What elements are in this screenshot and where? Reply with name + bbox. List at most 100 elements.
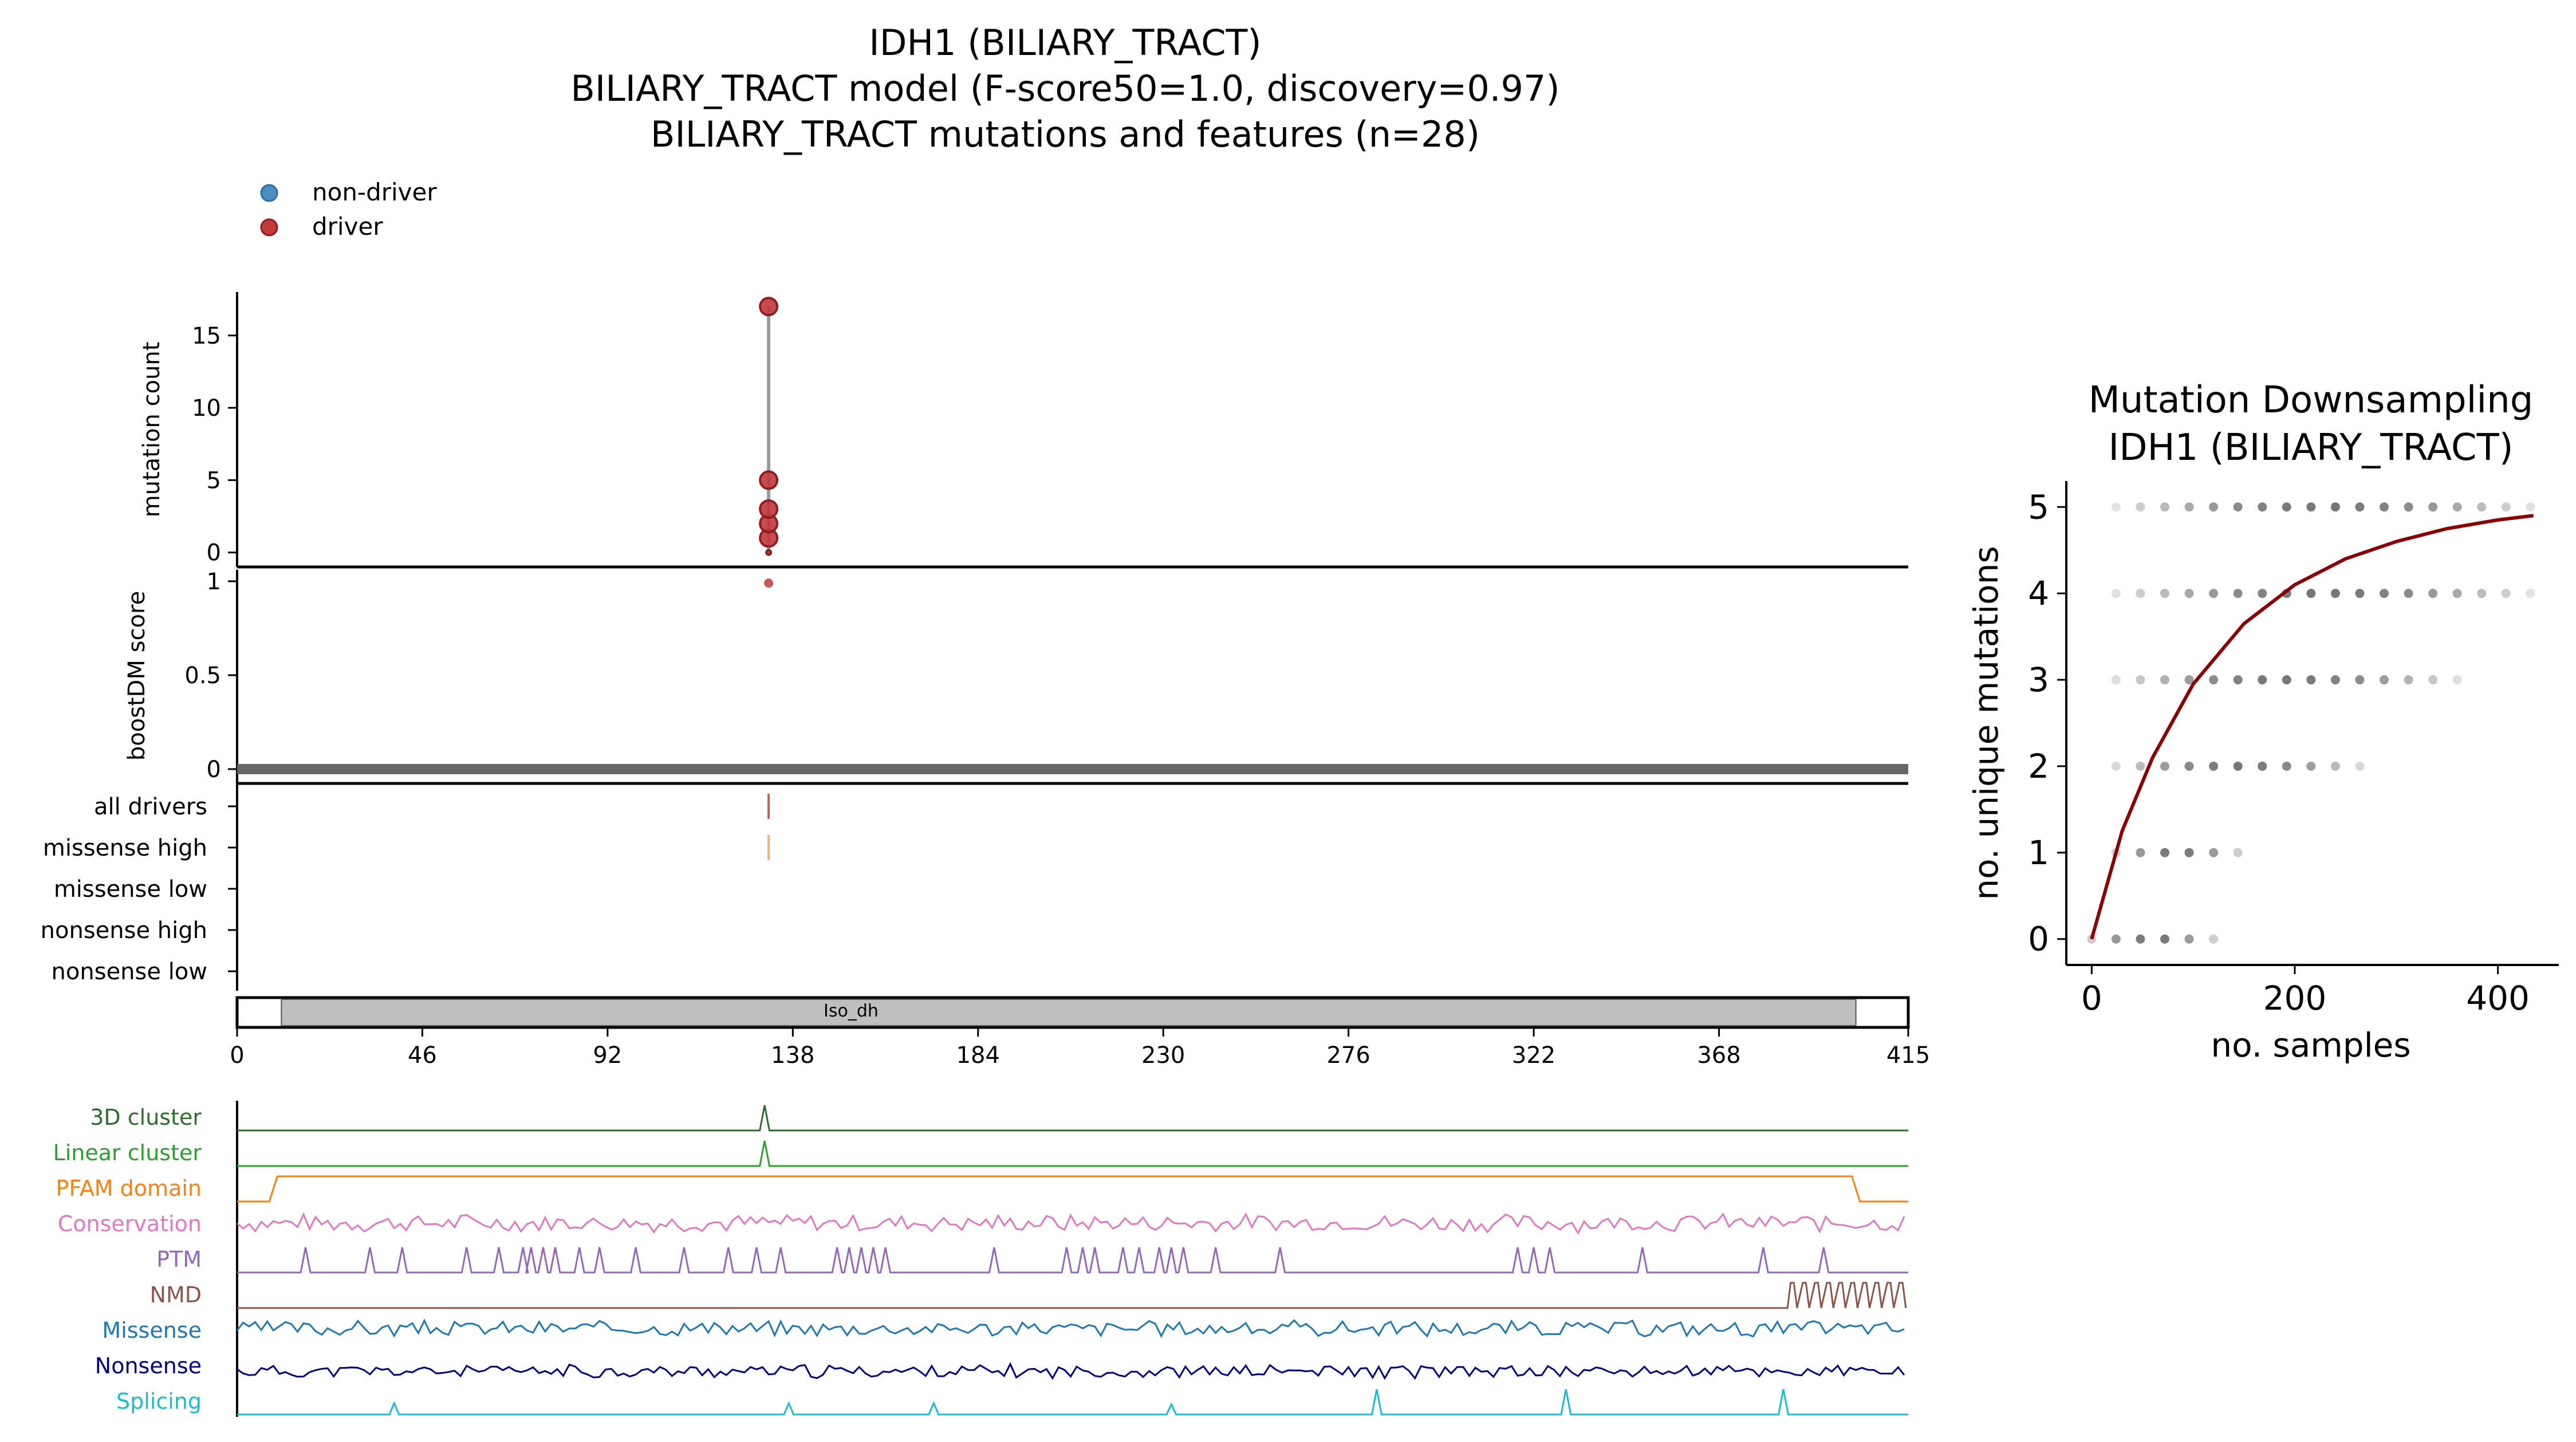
- main-title: IDH1 (BILIARY_TRACT) BILIARY_TRACT model…: [570, 22, 1559, 155]
- downsampling-point: [2111, 502, 2121, 512]
- domain-x-tick-label: 0: [230, 1042, 244, 1069]
- downsampling-point: [2306, 675, 2316, 685]
- downsampling-point: [2136, 848, 2145, 857]
- feature-track-line: [237, 1247, 1908, 1274]
- track-row-label: missense high: [43, 835, 207, 861]
- downsampling-point: [2184, 675, 2194, 685]
- feature-track-line: [237, 1362, 1905, 1380]
- driver-point: [759, 499, 779, 519]
- downsampling-point: [2209, 502, 2219, 512]
- consequence-tracks-panel: all drivers missense high missense low nons…: [41, 783, 770, 991]
- downsampling-point: [2209, 675, 2219, 685]
- domain-x-tick-label: 230: [1141, 1042, 1185, 1069]
- feature-track-label: 3D cluster: [90, 1105, 202, 1130]
- downsampling-point: [2428, 589, 2438, 598]
- downsampling-point: [2501, 502, 2511, 512]
- downsampling-point: [2136, 589, 2145, 598]
- downsampling-point: [2136, 761, 2145, 771]
- count-y-label: mutation count: [139, 342, 165, 518]
- title-line-2: BILIARY_TRACT model (F-score50=1.0, disc…: [570, 68, 1559, 109]
- score-y-label: boostDM score: [124, 591, 150, 761]
- downsampling-point: [2136, 675, 2145, 685]
- downsampling-point: [2184, 934, 2194, 944]
- legend: non-driver driver: [260, 178, 437, 241]
- downsampling-point: [2355, 589, 2365, 598]
- downsampling-point: [2233, 502, 2243, 512]
- downsampling-title-line-1: Mutation Downsampling: [2089, 379, 2534, 421]
- downsampling-point: [2452, 589, 2462, 598]
- driver-point: [765, 549, 773, 556]
- downsampling-y-tick-label: 2: [2028, 747, 2049, 786]
- feature-track-label: PFAM domain: [56, 1176, 202, 1201]
- feature-track-label: PTM: [156, 1247, 202, 1272]
- downsampling-point: [2526, 502, 2535, 512]
- downsampling-point: [2111, 934, 2121, 944]
- domain-iso-dh: [281, 999, 1857, 1026]
- downsampling-y-tick-label: 0: [2028, 920, 2049, 959]
- domain-x-tick-label: 92: [593, 1042, 622, 1069]
- protein-domain-panel: Iso_dh 0 46 92 138 184 230 276 322 368 415: [230, 996, 1930, 1069]
- feature-track-line: [237, 1212, 1905, 1235]
- downsampling-point: [2282, 502, 2291, 512]
- legend-non-driver-marker: [260, 184, 278, 202]
- legend-non-driver-label: non-driver: [312, 178, 437, 206]
- feature-track-line: [237, 1105, 1908, 1132]
- score-y-tick-label: 0.5: [184, 663, 221, 689]
- track-row-label: nonsense high: [41, 917, 207, 944]
- downsampling-point: [2355, 502, 2365, 512]
- downsampling-point: [2477, 502, 2487, 512]
- downsampling-x-tick-label: 400: [2466, 979, 2530, 1018]
- downsampling-point: [2209, 934, 2219, 944]
- count-y-tick-label: 10: [192, 395, 221, 421]
- feature-track-label: Splicing: [116, 1389, 202, 1414]
- feature-track-label: Missense: [102, 1318, 202, 1343]
- downsampling-point: [2160, 675, 2169, 685]
- downsampling-point: [2306, 589, 2316, 598]
- feature-track-label: Nonsense: [95, 1353, 202, 1378]
- feature-track-label: Linear cluster: [53, 1140, 202, 1165]
- domain-x-tick-label: 46: [408, 1042, 437, 1069]
- downsampling-point: [2258, 502, 2267, 512]
- downsampling-point: [2428, 502, 2438, 512]
- downsampling-point: [2136, 934, 2145, 944]
- downsampling-point: [2330, 761, 2340, 771]
- feature-tracks-panel: 3D cluster Linear cluster PFAM domain Conse…: [53, 1101, 1908, 1417]
- feature-track-line: [237, 1282, 1907, 1309]
- downsampling-y-tick-label: 1: [2028, 833, 2049, 872]
- downsampling-point: [2160, 848, 2169, 857]
- downsampling-point: [2428, 675, 2438, 685]
- downsampling-point: [2330, 589, 2340, 598]
- title-line-3: BILIARY_TRACT mutations and features (n=…: [651, 113, 1480, 155]
- track-row-label: missense low: [54, 876, 207, 903]
- downsampling-point: [2160, 589, 2169, 598]
- downsampling-point: [2184, 848, 2194, 857]
- legend-driver-marker: [260, 218, 278, 237]
- downsampling-point: [2160, 934, 2169, 944]
- track-row-label: nonsense low: [52, 959, 207, 985]
- downsampling-point: [2160, 761, 2169, 771]
- downsampling-point: [2160, 502, 2169, 512]
- downsampling-point: [2452, 675, 2462, 685]
- downsampling-point: [2184, 589, 2194, 598]
- mutation-count-panel: 0 5 10 15 mutation count: [139, 292, 1908, 569]
- downsampling-point: [2184, 761, 2194, 771]
- downsampling-point: [2233, 589, 2243, 598]
- downsampling-point: [2111, 589, 2121, 598]
- domain-x-tick-label: 184: [956, 1042, 1000, 1069]
- domain-x-tick-label: 322: [1512, 1042, 1555, 1069]
- downsampling-x-tick-label: 0: [2081, 979, 2102, 1018]
- track-row-label: all drivers: [94, 794, 207, 820]
- domain-x-tick-label: 276: [1326, 1042, 1370, 1069]
- feature-track-line: [237, 1389, 1908, 1416]
- downsampling-point: [2184, 502, 2194, 512]
- count-y-tick-label: 0: [207, 540, 221, 566]
- legend-driver-label: driver: [312, 212, 383, 241]
- downsampling-point: [2330, 502, 2340, 512]
- driver-point: [759, 470, 779, 490]
- downsampling-point: [2258, 675, 2267, 685]
- downsampling-y-tick-label: 4: [2028, 574, 2049, 613]
- downsampling-point: [2380, 589, 2389, 598]
- downsampling-point: [2477, 589, 2487, 598]
- downsampling-point: [2209, 848, 2219, 857]
